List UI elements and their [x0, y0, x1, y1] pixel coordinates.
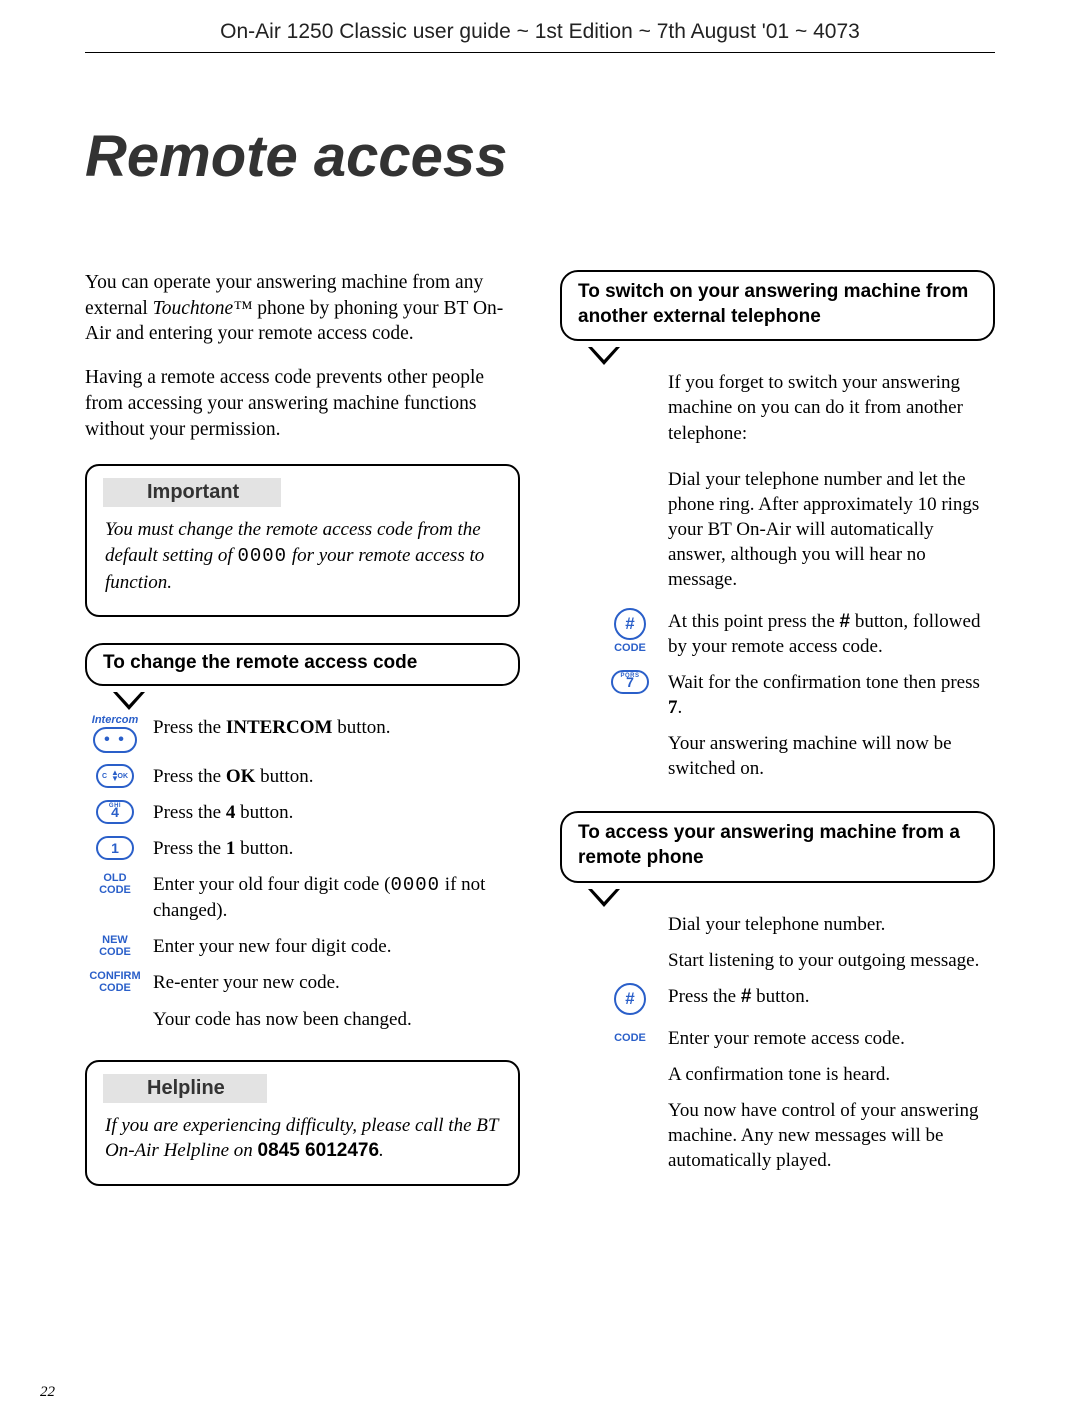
helpline-text: If you are experiencing difficulty, plea…	[105, 1113, 500, 1164]
empty-icon	[602, 909, 658, 937]
step-text: Wait for the confirmation tone then pres…	[668, 667, 995, 720]
procedure-switch-on: To switch on your answering machine from…	[560, 270, 995, 781]
step-text: A confirmation tone is heard.	[668, 1059, 995, 1087]
empty-icon	[602, 367, 658, 395]
empty-icon	[602, 464, 658, 492]
important-text: You must change the remote access code f…	[105, 517, 500, 595]
step-text: At this point press the # button, follow…	[668, 606, 995, 659]
left-column: You can operate your answering machine f…	[85, 270, 520, 1201]
old-code-label: OLD CODE	[87, 869, 143, 897]
step-text: Your code has now been changed.	[153, 1004, 520, 1032]
button-1-icon: 1	[87, 833, 143, 861]
important-box: Important You must change the remote acc…	[85, 464, 520, 617]
arrow-icon	[588, 347, 620, 365]
steps-list: Dial your telephone number. Start listen…	[560, 909, 995, 1174]
step-text: Start listening to your outgoing message…	[668, 945, 995, 973]
button-4-icon: GHI4	[87, 797, 143, 825]
hash-button-icon: #	[602, 981, 658, 1015]
arrow-icon	[588, 889, 620, 907]
empty-icon	[602, 945, 658, 973]
steps-list: Intercom • • Press the INTERCOM button. …	[85, 712, 520, 1032]
steps-list: If you forget to switch your answering m…	[560, 367, 995, 781]
step-text: Press the # button.	[668, 981, 995, 1009]
doc-header: On-Air 1250 Classic user guide ~ 1st Edi…	[85, 20, 995, 53]
hash-button-icon: # CODE	[602, 606, 658, 655]
arrow-icon	[113, 692, 145, 710]
new-code-label: NEW CODE	[87, 931, 143, 959]
step-text: You now have control of your answering m…	[668, 1095, 995, 1173]
procedure-heading: To switch on your answering machine from…	[560, 270, 995, 341]
important-heading: Important	[103, 478, 281, 507]
confirm-code-label: CONFIRM CODE	[87, 967, 143, 995]
step-text: Your answering machine will now be switc…	[668, 728, 995, 781]
intercom-button-icon: Intercom • •	[87, 712, 143, 753]
helpline-box: Helpline If you are experiencing difficu…	[85, 1060, 520, 1186]
empty-icon	[87, 1004, 143, 1032]
empty-icon	[602, 728, 658, 756]
ok-button-icon: C ▲▼ OK	[87, 761, 143, 789]
step-text: Enter your old four digit code (0000 if …	[153, 869, 520, 923]
step-text: Enter your remote access code.	[668, 1023, 995, 1051]
code-label: CODE	[602, 1023, 658, 1051]
page-number: 22	[40, 1384, 55, 1401]
step-text: If you forget to switch your answering m…	[668, 367, 995, 445]
two-column-layout: You can operate your answering machine f…	[85, 270, 995, 1201]
procedure-access-remote: To access your answering machine from a …	[560, 811, 995, 1173]
step-text: Dial your telephone number.	[668, 909, 995, 937]
step-text: Re-enter your new code.	[153, 967, 520, 995]
procedure-heading: To change the remote access code	[85, 643, 520, 686]
empty-icon	[602, 1095, 658, 1123]
procedure-heading: To access your answering machine from a …	[560, 811, 995, 882]
intro-paragraph-1: You can operate your answering machine f…	[85, 270, 520, 347]
empty-icon	[602, 1059, 658, 1087]
step-text: Press the 4 button.	[153, 797, 520, 825]
step-text: Press the 1 button.	[153, 833, 520, 861]
helpline-heading: Helpline	[103, 1074, 267, 1103]
step-text: Enter your new four digit code.	[153, 931, 520, 959]
step-text: Press the OK button.	[153, 761, 520, 789]
procedure-change-code: To change the remote access code Interco…	[85, 643, 520, 1031]
intro-paragraph-2: Having a remote access code prevents oth…	[85, 365, 520, 442]
button-7-icon: PQRS7	[602, 667, 658, 695]
step-text: Press the INTERCOM button.	[153, 712, 520, 740]
right-column: To switch on your answering machine from…	[560, 270, 995, 1201]
step-text: Dial your telephone number and let the p…	[668, 464, 995, 592]
page-title: Remote access	[85, 123, 995, 190]
